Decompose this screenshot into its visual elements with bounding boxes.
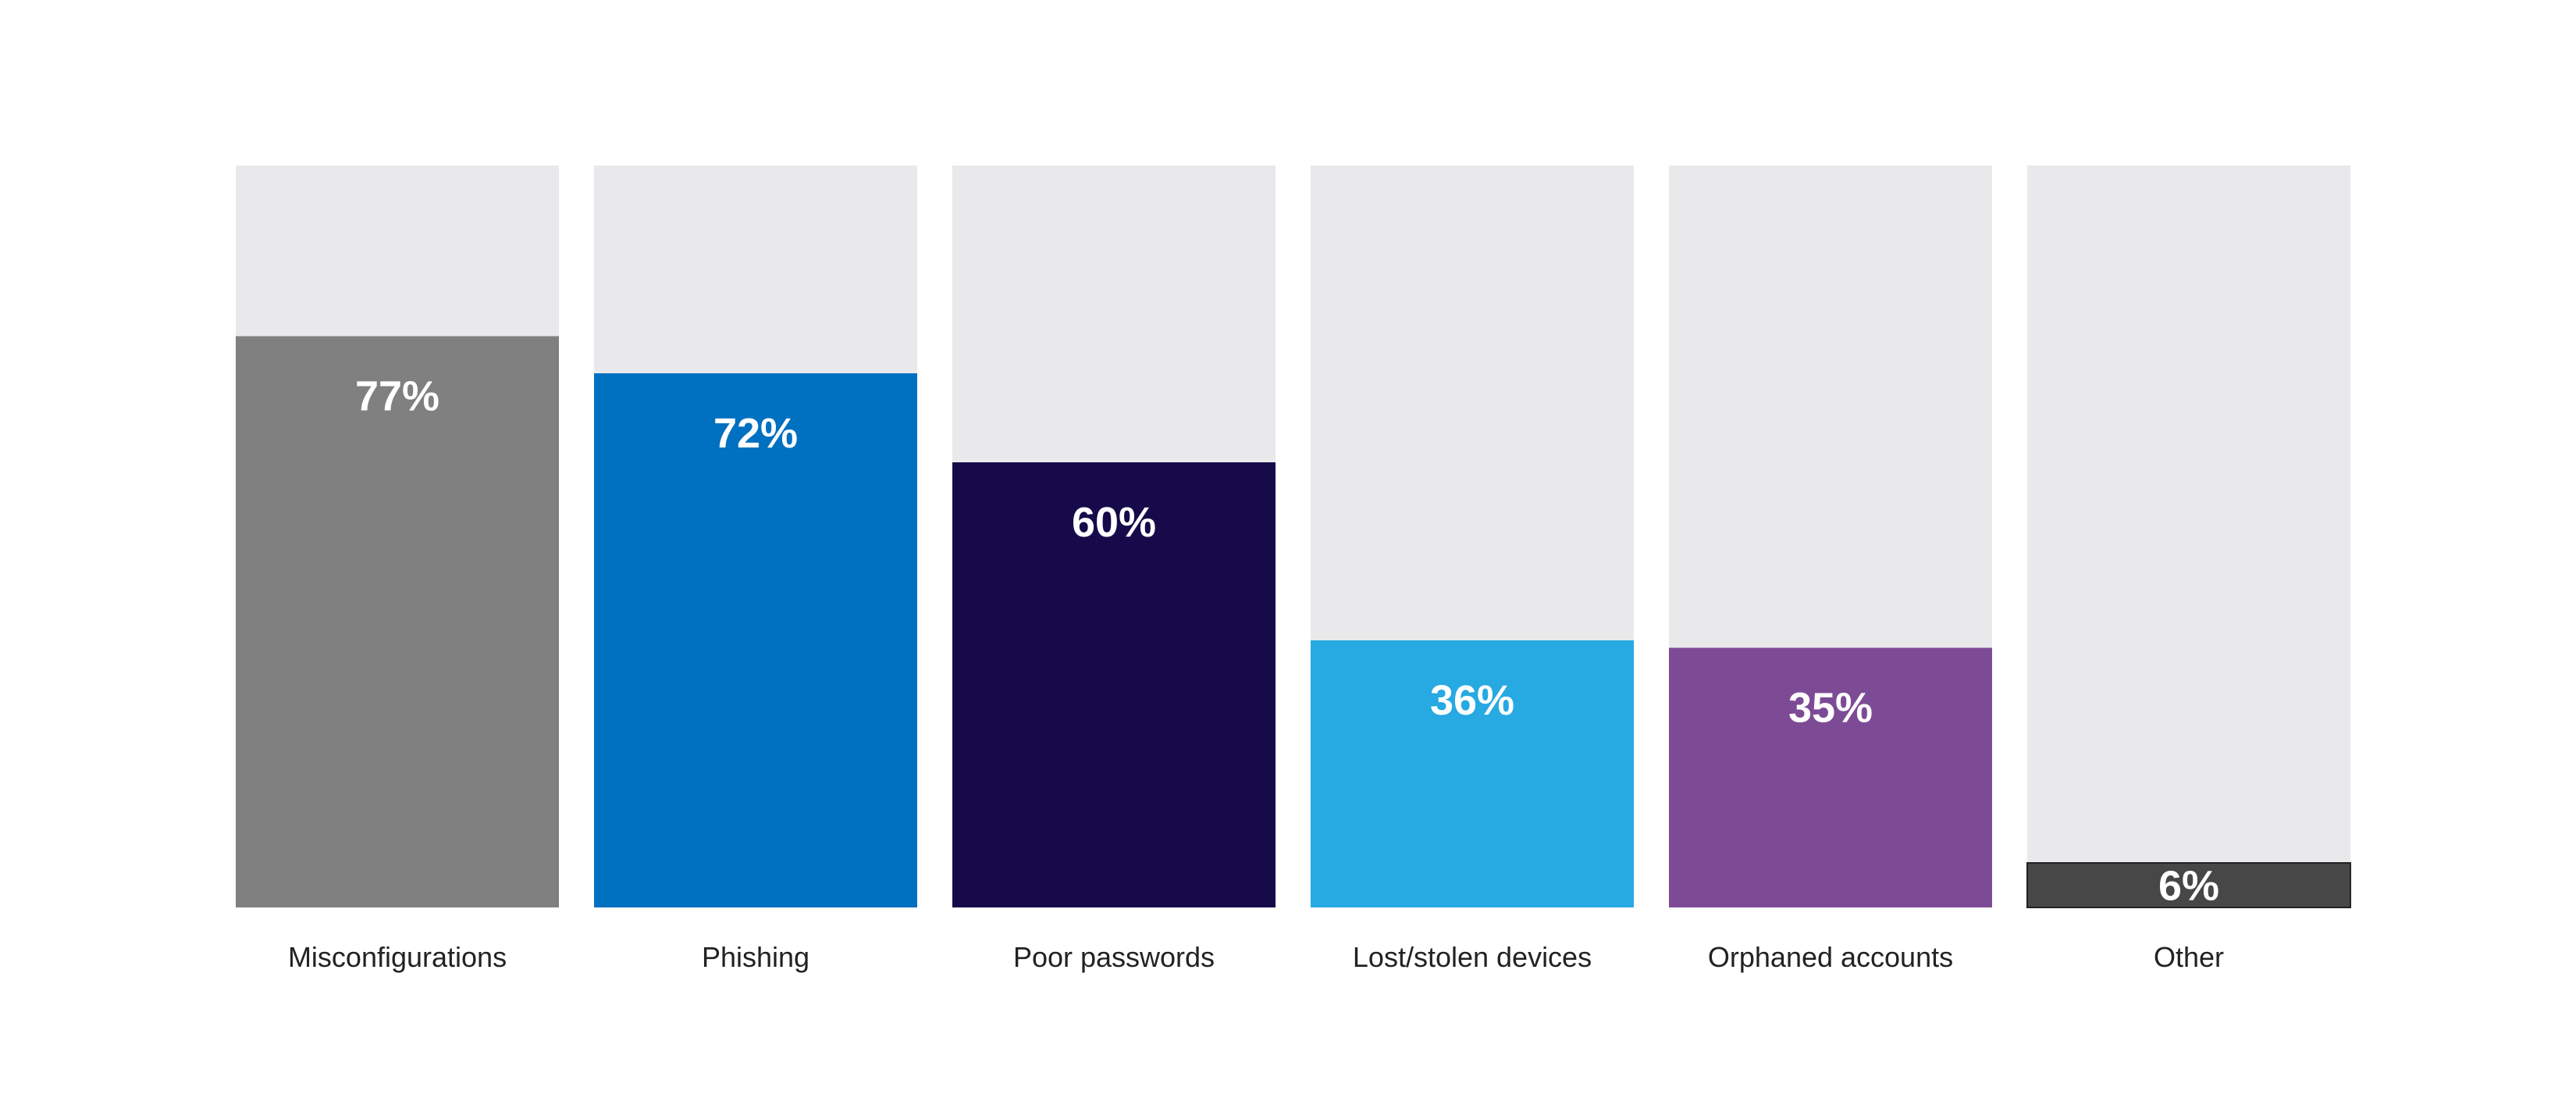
value-label-lost-stolen-devices: 36% xyxy=(1430,677,1514,724)
bar-poor-passwords xyxy=(952,462,1276,907)
category-labels: Misconfigurations Phishing Poor passwords L… xyxy=(288,941,2224,973)
value-label-poor-passwords: 60% xyxy=(1072,499,1156,546)
bar-other xyxy=(2026,862,2351,908)
bars xyxy=(236,336,2351,908)
value-label-phishing: 72% xyxy=(713,410,798,457)
value-label-misconfigurations: 77% xyxy=(355,373,439,420)
category-label-phishing: Phishing xyxy=(702,941,809,973)
value-label-orphaned-accounts: 35% xyxy=(1788,685,1873,732)
bar-track-other xyxy=(2027,166,2350,907)
category-label-poor-passwords: Poor passwords xyxy=(1013,941,1215,973)
category-label-other: Other xyxy=(2154,941,2224,973)
category-label-misconfigurations: Misconfigurations xyxy=(288,941,507,973)
bar-phishing xyxy=(594,373,917,907)
bar-orphaned-accounts xyxy=(1669,647,1992,907)
bar-lost-stolen-devices xyxy=(1311,640,1634,907)
value-labels: 77% 72% 60% 36% 35% 6% xyxy=(355,373,2219,910)
category-label-lost-stolen-devices: Lost/stolen devices xyxy=(1353,941,1592,973)
value-label-other: 6% xyxy=(2158,863,2219,910)
bar-misconfigurations xyxy=(236,336,559,907)
category-label-orphaned-accounts: Orphaned accounts xyxy=(1708,941,1953,973)
